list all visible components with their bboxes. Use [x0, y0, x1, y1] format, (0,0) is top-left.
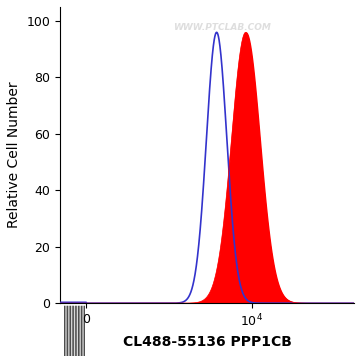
Y-axis label: Relative Cell Number: Relative Cell Number	[7, 82, 21, 228]
Text: WWW.PTCLAB.COM: WWW.PTCLAB.COM	[173, 23, 271, 32]
X-axis label: CL488-55136 PPP1CB: CL488-55136 PPP1CB	[123, 335, 292, 349]
